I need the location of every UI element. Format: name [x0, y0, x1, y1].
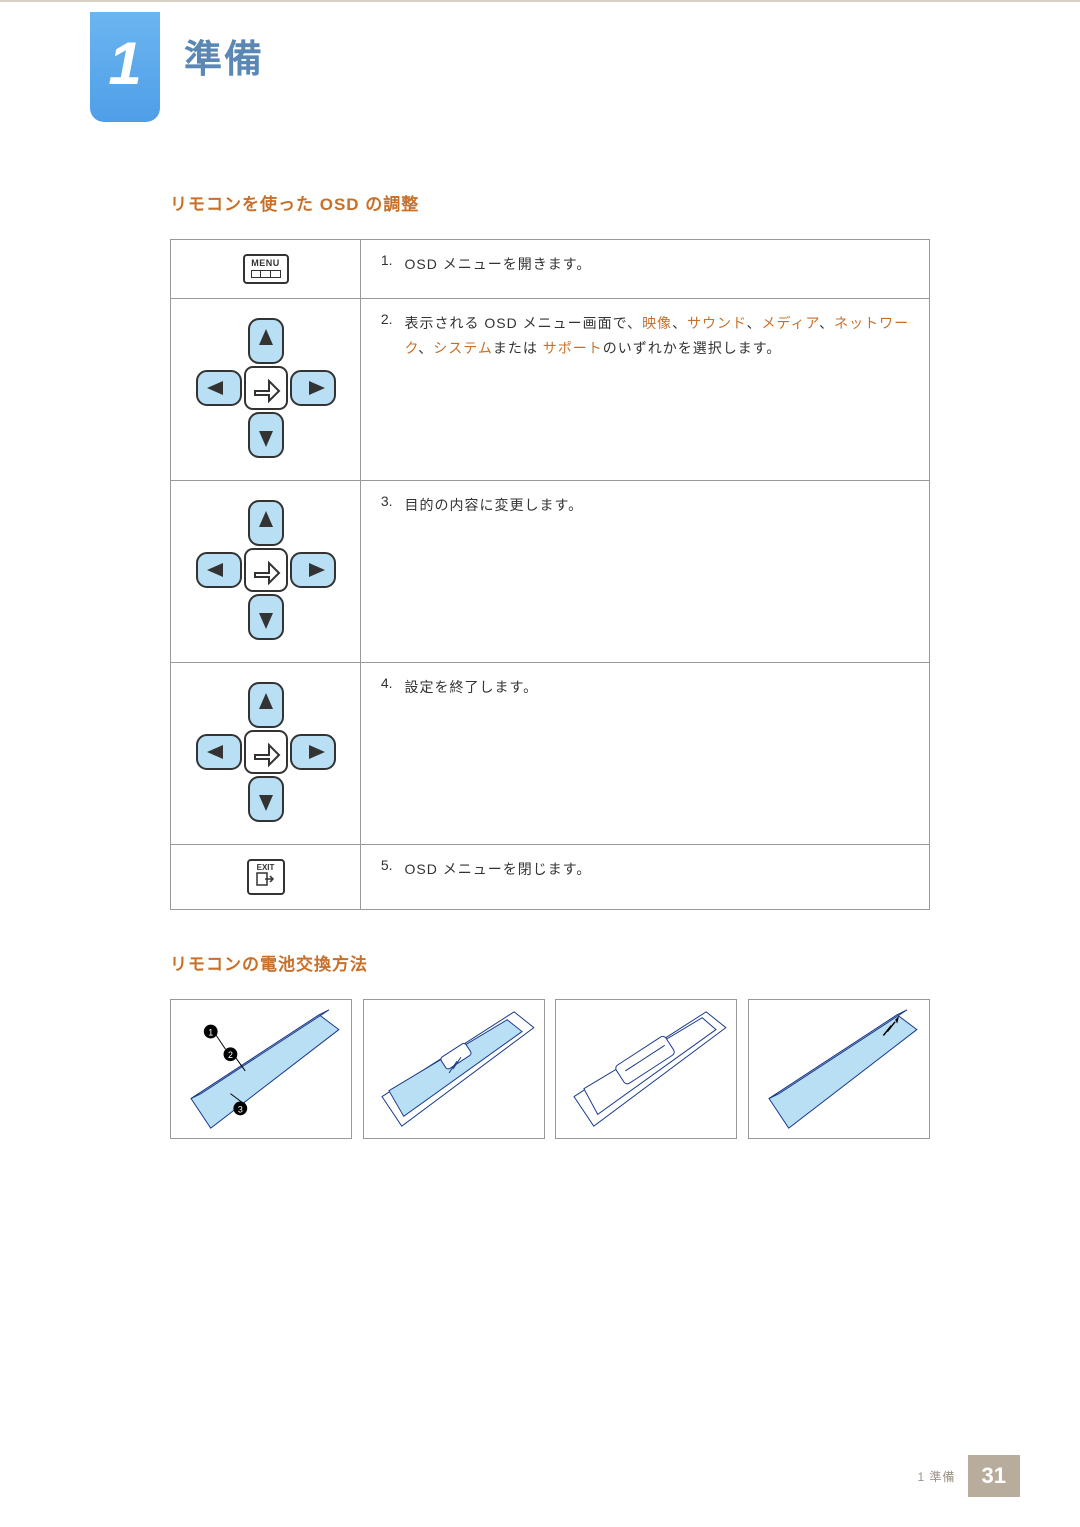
osd-table: MENU 1. OSD メニューを開きます。 [170, 239, 930, 910]
battery-panel-4 [748, 999, 930, 1139]
hl: サウンド [687, 315, 746, 331]
icon-cell-dpad [171, 663, 361, 845]
content-area: リモコンを使った OSD の調整 MENU 1. OSD メニューを開きます。 [170, 190, 930, 1139]
dpad-icon [191, 313, 341, 463]
battery-panels: 1 2 3 [170, 999, 930, 1139]
table-row: 3. 目的の内容に変更します。 [171, 481, 930, 663]
battery-panel-1: 1 2 3 [170, 999, 352, 1139]
menu-label: MENU [251, 258, 281, 268]
hl: 映像 [642, 315, 672, 331]
table-row: EXIT 5. OSD メニューを閉じます。 [171, 845, 930, 910]
t: または [493, 340, 543, 356]
chapter-badge: 1 [90, 12, 160, 122]
page-number: 31 [968, 1455, 1020, 1497]
step-number: 2. [361, 299, 397, 481]
hl: システム [433, 340, 493, 356]
battery-panel-3 [555, 999, 737, 1139]
step-text: 表示される OSD メニュー画面で、映像、サウンド、メディア、ネットワーク、シス… [397, 299, 930, 481]
step-text: OSD メニューを開きます。 [397, 240, 930, 299]
dpad-icon [191, 495, 341, 645]
footer: 1 準備 31 [918, 1455, 1021, 1497]
step-text: 設定を終了します。 [397, 663, 930, 845]
exit-label: EXIT [255, 863, 277, 872]
menu-bars-icon [251, 270, 281, 278]
t: 、 [747, 315, 762, 331]
icon-cell-exit: EXIT [171, 845, 361, 910]
icon-cell-menu: MENU [171, 240, 361, 299]
battery-panel-2 [363, 999, 545, 1139]
t: 、 [418, 340, 433, 356]
chapter-number: 1 [108, 29, 141, 98]
icon-cell-dpad [171, 481, 361, 663]
step-number: 5. [361, 845, 397, 910]
icon-cell-dpad [171, 299, 361, 481]
step-number: 4. [361, 663, 397, 845]
hl: メディア [762, 315, 820, 331]
t: 表示される OSD メニュー画面で、 [405, 315, 643, 331]
t: のいずれかを選択します。 [603, 340, 782, 356]
exit-glyph-icon [255, 872, 277, 886]
section-heading-battery: リモコンの電池交換方法 [170, 950, 930, 975]
table-row: MENU 1. OSD メニューを開きます。 [171, 240, 930, 299]
step-number: 1. [361, 240, 397, 299]
table-row: 4. 設定を終了します。 [171, 663, 930, 845]
step-text: 目的の内容に変更します。 [397, 481, 930, 663]
step-number: 3. [361, 481, 397, 663]
chapter-title: 準備 [184, 28, 264, 83]
menu-button-icon: MENU [243, 254, 289, 284]
t: 、 [819, 315, 834, 331]
hl: サポート [543, 340, 603, 356]
step-text: OSD メニューを閉じます。 [397, 845, 930, 910]
callout-1: 1 [208, 1027, 213, 1037]
callout-3: 3 [238, 1104, 243, 1114]
dpad-icon [191, 677, 341, 827]
callout-2: 2 [228, 1050, 233, 1060]
t: 、 [672, 315, 687, 331]
table-row: 2. 表示される OSD メニュー画面で、映像、サウンド、メディア、ネットワーク… [171, 299, 930, 481]
exit-button-icon: EXIT [247, 859, 285, 895]
section-heading-osd: リモコンを使った OSD の調整 [170, 190, 930, 215]
top-rule [0, 0, 1080, 2]
footer-label: 1 準備 [918, 1468, 956, 1485]
